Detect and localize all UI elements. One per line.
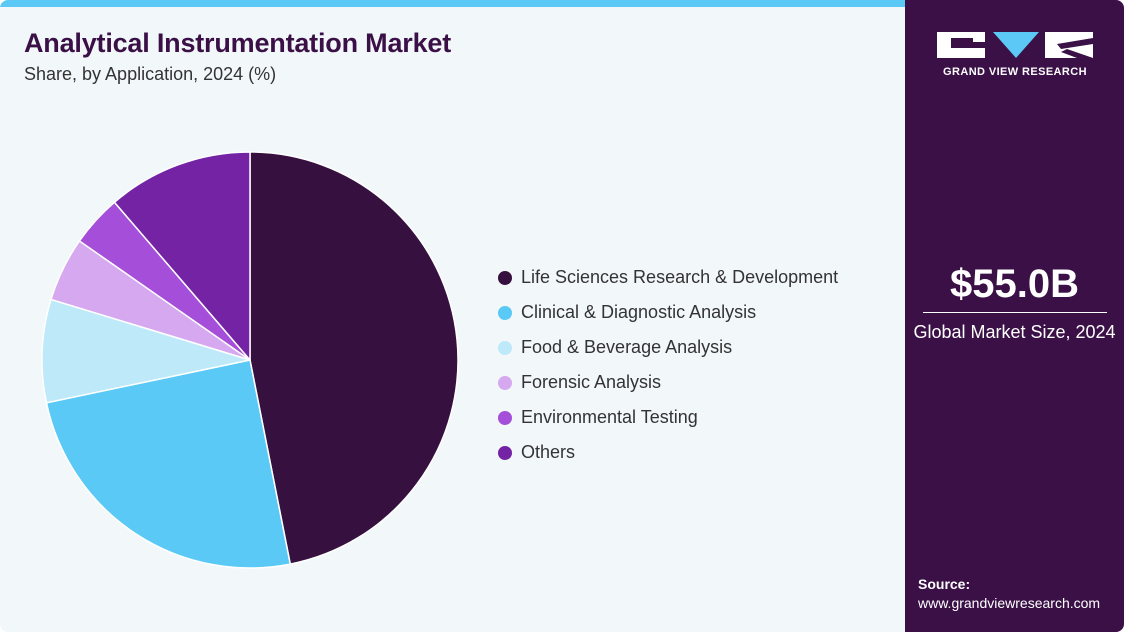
chart-subtitle: Share, by Application, 2024 (%) (24, 64, 277, 84)
legend-label: Environmental Testing (521, 407, 698, 427)
logo-text: GRAND VIEW RESEARCH (943, 66, 1087, 78)
legend-label: Clinical & Diagnostic Analysis (521, 302, 757, 322)
legend-swatch (498, 340, 512, 355)
legend-label: Others (521, 442, 576, 462)
legend-swatch (498, 410, 512, 425)
source-label: Source: (918, 576, 971, 592)
legend-swatch (498, 305, 512, 320)
legend-item-3: Forensic Analysis (498, 365, 838, 400)
legend-item-0: Life Sciences Research & Development (498, 260, 838, 295)
legend-label: Food & Beverage Analysis (521, 337, 733, 357)
market-size-value: $55.0B (950, 262, 1079, 306)
legend-label: Forensic Analysis (521, 372, 662, 392)
pie-chart (41, 151, 459, 569)
market-divider (923, 312, 1107, 313)
sidebar: GRAND VIEW RESEARCH $55.0B Global Market… (905, 0, 1124, 632)
chart-legend: Life Sciences Research & Development Clin… (498, 260, 838, 470)
pie-slice-1 (45, 359, 292, 569)
legend-item-5: Others (498, 435, 838, 470)
market-size-label: Global Market Size, 2024 (913, 322, 1116, 342)
legend-item-2: Food & Beverage Analysis (498, 330, 838, 365)
legend-item-4: Environmental Testing (498, 400, 838, 435)
accent-bar (0, 0, 905, 7)
pie-slice-5 (113, 151, 251, 363)
legend-swatch (498, 375, 512, 390)
source-url: www.grandviewresearch.com (918, 595, 1101, 611)
legend-swatch (498, 270, 512, 285)
legend-label: Life Sciences Research & Development (521, 267, 839, 287)
chart-panel: Analytical Instrumentation Market Share,… (0, 0, 905, 632)
legend-swatch (498, 445, 512, 460)
chart-title: Analytical Instrumentation Market (24, 28, 451, 58)
gvr-logo-icon (937, 32, 1093, 58)
pie-slice-0 (249, 151, 459, 565)
company-logo: GRAND VIEW RESEARCH (937, 30, 1093, 80)
legend-item-1: Clinical & Diagnostic Analysis (498, 295, 838, 330)
pie-slice-2 (41, 298, 251, 404)
